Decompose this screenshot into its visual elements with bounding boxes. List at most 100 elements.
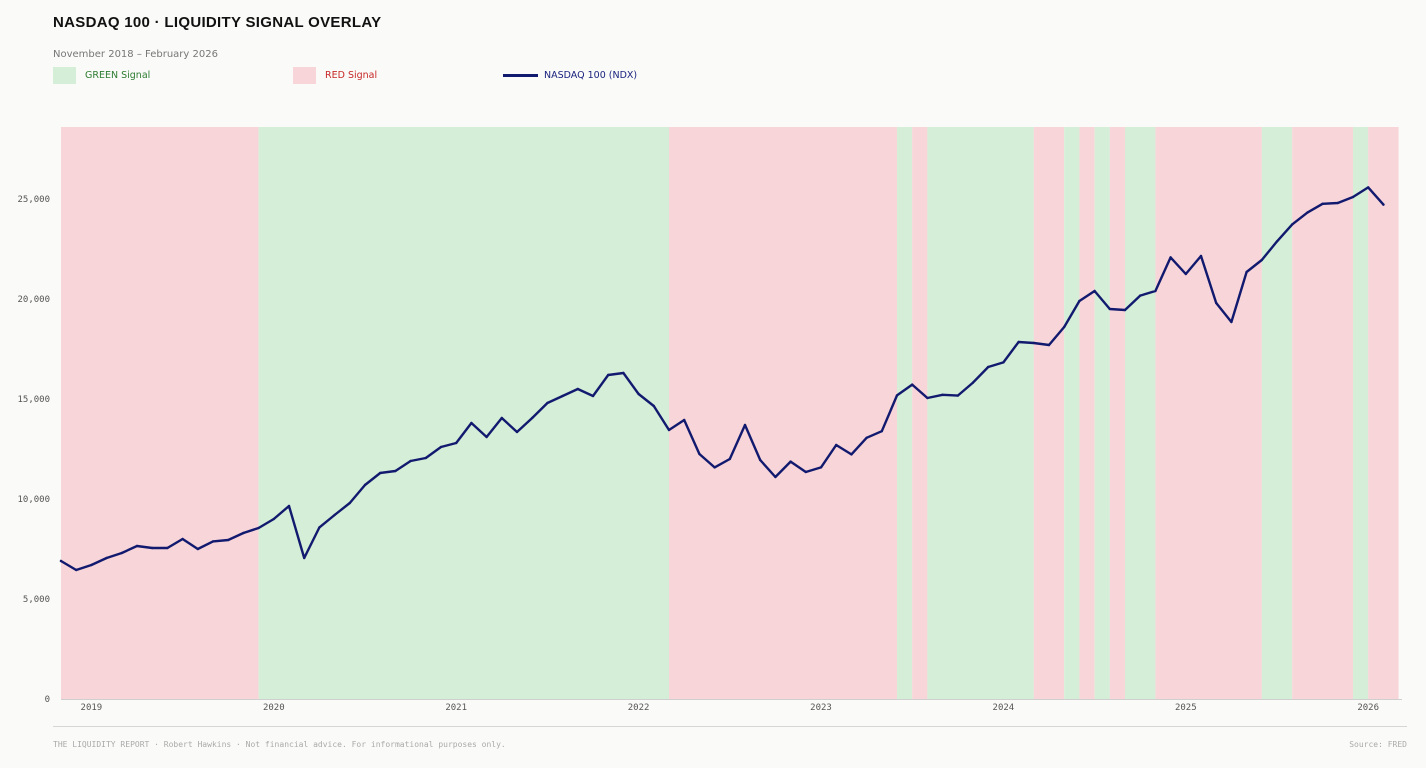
data-point-2023-07 [911, 383, 914, 386]
data-point-2025-08 [1291, 223, 1294, 226]
x-tick-label-2019: 2019 [81, 703, 103, 713]
legend-swatch-green [53, 67, 76, 84]
signal-region-red-14 [1292, 127, 1353, 699]
signal-region-red-2 [669, 127, 897, 699]
signal-region-green-7 [1064, 127, 1080, 699]
data-point-2024-11 [1154, 289, 1157, 293]
data-point-2025-09 [1306, 211, 1309, 214]
data-point-2020-09 [394, 469, 397, 473]
data-point-2024-10 [1139, 294, 1142, 297]
series-layer [59, 186, 1385, 572]
data-point-2022-01 [637, 392, 640, 396]
data-point-2022-06 [713, 466, 716, 469]
data-point-2025-05 [1245, 270, 1248, 274]
y-tick-label-5000: 5,000 [23, 595, 50, 605]
data-point-2021-09 [576, 387, 579, 391]
signal-region-red-12 [1155, 127, 1262, 699]
data-point-2023-09 [941, 393, 944, 396]
signal-region-red-8 [1079, 127, 1095, 699]
data-point-2019-10 [227, 538, 230, 542]
data-point-2025-12 [1351, 195, 1355, 199]
signal-region-red-4 [912, 127, 928, 699]
data-point-2020-08 [379, 471, 382, 475]
data-point-2021-11 [607, 373, 610, 377]
signal-region-green-13 [1261, 127, 1293, 699]
y-tick-label-20000: 20,000 [17, 295, 50, 305]
footer-source: Source: FRED [1349, 740, 1407, 749]
data-point-2025-11 [1336, 201, 1340, 205]
signal-region-red-10 [1109, 127, 1125, 699]
data-point-2022-09 [759, 458, 762, 462]
data-point-2024-08 [1108, 307, 1112, 311]
data-point-2023-01 [819, 466, 823, 469]
data-point-2025-03 [1215, 301, 1218, 305]
legend-label-red: RED Signal [325, 70, 378, 81]
data-point-2020-04 [318, 526, 321, 529]
data-point-2020-10 [409, 459, 412, 463]
chart-title: NASDAQ 100 · LIQUIDITY SIGNAL OVERLAY [53, 14, 382, 31]
x-tick-label-2025: 2025 [1175, 703, 1197, 713]
chart-subtitle: November 2018 – February 2026 [53, 49, 218, 60]
data-point-2018-12 [75, 568, 78, 572]
data-point-2020-12 [439, 445, 443, 449]
data-point-2020-05 [333, 513, 336, 517]
signal-region-green-1 [258, 127, 669, 699]
legend-line-ndx [503, 74, 538, 77]
data-point-2018-11 [59, 559, 63, 563]
data-point-2019-04 [135, 544, 139, 548]
signal-regions [61, 127, 1399, 699]
signal-region-red-0 [61, 127, 259, 699]
data-point-2019-05 [151, 546, 154, 550]
signal-region-green-15 [1353, 127, 1369, 699]
data-point-2021-02 [470, 421, 473, 425]
data-point-2022-03 [667, 428, 671, 432]
data-point-2025-07 [1275, 240, 1279, 243]
data-point-2023-10 [956, 394, 959, 397]
data-point-2020-07 [363, 483, 367, 487]
signal-region-green-3 [897, 127, 913, 699]
data-point-2020-11 [424, 456, 427, 460]
x-tick-label-2026: 2026 [1357, 703, 1379, 713]
data-point-2023-02 [835, 443, 838, 447]
data-point-2023-04 [865, 436, 868, 439]
signal-region-red-6 [1033, 127, 1065, 699]
data-point-2019-01 [90, 563, 93, 567]
data-point-2024-05 [1063, 325, 1066, 329]
y-tick-label-25000: 25,000 [17, 195, 50, 205]
y-tick-label-15000: 15,000 [17, 395, 50, 405]
data-point-2019-03 [120, 551, 124, 555]
data-point-2025-02 [1199, 254, 1203, 258]
x-tick-label-2023: 2023 [810, 703, 832, 713]
data-point-2019-02 [105, 556, 108, 560]
data-point-2024-06 [1078, 299, 1081, 303]
data-point-2022-04 [683, 418, 686, 422]
footer-divider [53, 726, 1407, 727]
data-point-2023-03 [850, 453, 853, 456]
data-point-2020-02 [287, 504, 291, 508]
data-point-2022-10 [774, 475, 777, 479]
data-point-2023-11 [971, 381, 975, 384]
data-point-2019-12 [257, 526, 260, 530]
data-point-2021-01 [455, 441, 458, 445]
data-point-2020-06 [348, 501, 351, 505]
data-point-2022-08 [743, 423, 747, 427]
x-tick-label-2022: 2022 [628, 703, 650, 713]
data-point-2022-07 [728, 457, 731, 461]
data-point-2023-08 [926, 396, 929, 400]
legend-label-ndx: NASDAQ 100 (NDX) [544, 70, 638, 81]
data-point-2021-03 [485, 435, 488, 439]
data-point-2024-01 [1002, 361, 1005, 364]
legend-label-green: GREEN Signal [85, 70, 151, 81]
legend-item-ndx: NASDAQ 100 (NDX) [503, 67, 637, 84]
x-tick-label-2024: 2024 [993, 703, 1015, 713]
data-point-2019-11 [242, 531, 245, 535]
y-tick-label-10000: 10,000 [17, 495, 50, 505]
data-point-2025-04 [1230, 320, 1233, 324]
x-tick-label-2020: 2020 [263, 703, 285, 713]
data-point-2025-01 [1184, 272, 1188, 276]
data-point-2019-06 [166, 546, 169, 550]
data-point-2024-03 [1032, 341, 1036, 345]
y-axis: 0 5,000 10,000 15,000 20,000 25,000 [17, 195, 50, 705]
data-point-2021-08 [561, 394, 564, 398]
data-point-2020-03 [303, 556, 306, 560]
